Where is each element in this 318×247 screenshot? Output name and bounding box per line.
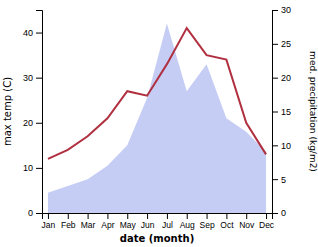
tick: 10 xyxy=(23,163,42,173)
tick-mark xyxy=(272,145,278,146)
tick-label: 20 xyxy=(281,73,291,83)
tick: Feb xyxy=(61,213,76,230)
tick-mark xyxy=(272,44,278,45)
tick: 10 xyxy=(272,141,291,151)
line xyxy=(48,28,266,159)
tick: Oct xyxy=(220,213,234,230)
tick-label: Dec xyxy=(259,220,275,230)
tick-label: Apr xyxy=(101,220,114,230)
tick-label: 5 xyxy=(281,175,286,185)
tick-label: 15 xyxy=(281,107,291,117)
tick-label: Sep xyxy=(200,220,215,230)
tick-label: 40 xyxy=(23,28,33,38)
tick-mark xyxy=(107,213,108,219)
tick: 20 xyxy=(272,73,291,83)
tick-mark xyxy=(226,213,227,219)
tick: Jul xyxy=(162,213,173,230)
tick-mark xyxy=(207,213,208,219)
tick-label: 30 xyxy=(23,73,33,83)
tick-label: 25 xyxy=(281,39,291,49)
tick: Dec xyxy=(259,213,275,230)
tick: Jun xyxy=(141,213,155,230)
tick-mark xyxy=(36,168,42,169)
axis-line xyxy=(273,11,279,214)
tick: Apr xyxy=(101,213,114,230)
tick: 40 xyxy=(23,28,42,38)
tick: 25 xyxy=(272,39,291,49)
y2-axis-title: med. precipitation (kg/m2) xyxy=(308,51,318,172)
tick-mark xyxy=(127,213,128,219)
tick-mark xyxy=(48,213,49,219)
x-axis-title: date (month) xyxy=(120,233,194,244)
tick-label: Jul xyxy=(162,220,173,230)
tick: 0 xyxy=(28,208,42,218)
axis-line xyxy=(43,214,273,220)
marks xyxy=(48,24,266,213)
tick: Sep xyxy=(200,213,215,230)
tick-mark xyxy=(88,213,89,219)
tick: 20 xyxy=(23,118,42,128)
tick-mark xyxy=(266,213,267,219)
tick-label: 0 xyxy=(28,208,33,218)
tick-mark xyxy=(272,213,278,214)
tick-label: Mar xyxy=(81,220,96,230)
tick-label: May xyxy=(120,220,137,230)
tick-mark xyxy=(147,213,148,219)
tick-label: 10 xyxy=(23,163,33,173)
tick-mark xyxy=(167,213,168,219)
area xyxy=(48,24,266,213)
axis-line xyxy=(36,11,43,214)
tick: 30 xyxy=(272,5,291,15)
tick-label: Aug xyxy=(180,220,195,230)
tick-mark xyxy=(36,213,42,214)
x-axis: Jan Feb Mar Apr May Jun Jul Aug Sep Oct Nov Dec xyxy=(42,213,275,230)
tick-mark xyxy=(272,78,278,79)
tick-label: Jun xyxy=(141,220,155,230)
tick-label: 30 xyxy=(281,5,291,15)
tick-label: 10 xyxy=(281,141,291,151)
tick-mark xyxy=(272,10,278,11)
tick-mark xyxy=(272,112,278,113)
tick: May xyxy=(120,213,137,230)
tick: 0 xyxy=(272,208,286,218)
plot: Jan Feb Mar Apr May Jun Jul Aug Sep Oct Nov Dec 0 10 2… xyxy=(23,5,291,230)
tick: 30 xyxy=(23,73,42,83)
y-axis-title: max temp (C) xyxy=(2,77,13,146)
tick-label: Feb xyxy=(61,220,76,230)
tick-mark xyxy=(36,33,42,34)
y-axis: 0 10 20 30 40 xyxy=(23,11,43,219)
tick-mark xyxy=(272,179,278,180)
tick-mark xyxy=(246,213,247,219)
tick-mark xyxy=(36,78,42,79)
chart: Jan Feb Mar Apr May Jun Jul Aug Sep Oct Nov Dec 0 10 2… xyxy=(0,0,318,247)
tick-mark xyxy=(187,213,188,219)
tick: 5 xyxy=(272,175,286,185)
tick-label: Jan xyxy=(42,220,56,230)
tick: 15 xyxy=(272,107,291,117)
tick-mark xyxy=(68,213,69,219)
tick: Jan xyxy=(42,213,56,230)
tick: Nov xyxy=(239,213,255,230)
y2-axis: 0 5 10 15 20 25 30 xyxy=(272,5,291,218)
tick-label: Nov xyxy=(239,220,255,230)
tick: Mar xyxy=(81,213,96,230)
tick-label: 20 xyxy=(23,118,33,128)
tick-label: 0 xyxy=(281,208,286,218)
tick-mark xyxy=(36,123,42,124)
tick-label: Oct xyxy=(220,220,234,230)
tick: Aug xyxy=(180,213,195,230)
